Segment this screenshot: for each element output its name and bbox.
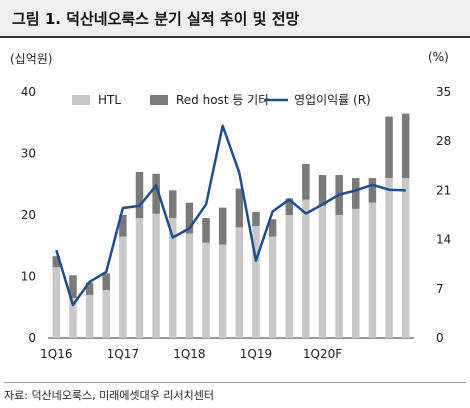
bar-htl [169, 218, 177, 338]
bar-other [152, 173, 160, 214]
bar-other [318, 175, 327, 206]
bar-htl [352, 208, 360, 338]
bar-other [52, 256, 61, 268]
x-tick-label: 1Q19 [240, 347, 272, 361]
legend-htl-label: HTL [98, 93, 121, 107]
operating-margin-line [55, 124, 406, 307]
x-tick-label: 1Q17 [107, 347, 139, 361]
bar-htl [202, 242, 210, 338]
margin-line-group [55, 124, 406, 307]
left-tick-label: 20 [21, 208, 36, 222]
axes: 0 10 20 30 40 0 7 14 21 28 35 1Q16 1Q17 1Q18 1Q19 1Q20F [21, 85, 452, 361]
legend-margin-label: 영업이익률 (R) [294, 93, 371, 107]
legend-other-label: Red host 등 기타 [176, 93, 269, 107]
bar-other [102, 273, 110, 291]
bar-other [85, 282, 94, 295]
bar-htl [152, 213, 160, 338]
left-tick-label: 0 [28, 331, 36, 345]
bar-other [169, 190, 177, 219]
bar-htl [119, 236, 127, 338]
bar-htl [401, 178, 410, 338]
bar-other [268, 219, 277, 237]
bar-htl [235, 227, 244, 338]
right-tick-label: 21 [436, 183, 451, 197]
bar-other [69, 275, 77, 299]
right-tick-label: 28 [436, 134, 451, 148]
bar-htl [335, 215, 343, 338]
x-tick-label: 1Q16 [40, 347, 72, 361]
right-tick-label: 14 [436, 233, 451, 247]
right-tick-label: 0 [436, 331, 444, 345]
bar-htl [285, 215, 293, 338]
bar-htl [85, 294, 94, 338]
bar-other [185, 202, 194, 234]
source-note: 자료: 덕산네오룩스, 미래에셋대우 리서치센터 [4, 382, 466, 403]
legend-other-swatch [150, 95, 168, 105]
bar-other [119, 215, 127, 237]
right-axis-unit: (%) [428, 50, 449, 64]
legend: HTL Red host 등 기타 영업이익률 (R) [72, 93, 371, 107]
bar-htl [135, 218, 144, 338]
right-tick-label: 7 [436, 282, 444, 296]
bar-htl [69, 298, 77, 338]
x-tick-label: 1Q18 [173, 347, 205, 361]
left-axis-unit: (십억원) [10, 52, 53, 66]
bar-other [285, 198, 293, 215]
bar-htl [318, 205, 327, 338]
bar-htl [368, 202, 377, 338]
bar-other [401, 113, 410, 179]
bar-htl [252, 226, 260, 338]
bar-htl [385, 178, 393, 338]
left-tick-label: 10 [21, 270, 36, 284]
bar-other [135, 171, 144, 219]
title-bar: 그림 1. 덕산네오룩스 분기 실적 추이 및 전망 [0, 0, 470, 38]
bar-other [352, 178, 360, 209]
left-tick-label: 30 [21, 147, 36, 161]
x-tick-label: 1Q20F [303, 347, 342, 361]
bar-htl [52, 267, 61, 338]
bar-other [235, 188, 244, 228]
bar-other [218, 207, 227, 245]
bar-htl [218, 244, 227, 338]
bar-other [202, 218, 210, 243]
chart-area: 0 10 20 30 40 0 7 14 21 28 35 1Q16 1Q17 1Q18 1Q19 1Q20F… [21, 85, 452, 361]
bar-htl [302, 199, 310, 338]
bar-other [385, 116, 393, 179]
bar-htl [268, 236, 277, 338]
bar-other [302, 163, 310, 200]
bar-other [252, 211, 260, 227]
legend-htl-swatch [72, 95, 90, 105]
bar-htl [185, 233, 194, 338]
right-tick-label: 35 [436, 85, 451, 99]
bar-other [368, 178, 377, 203]
left-tick-label: 40 [21, 85, 36, 99]
chart-title: 그림 1. 덕산네오룩스 분기 실적 추이 및 전망 [12, 10, 300, 28]
bar-htl [102, 290, 110, 338]
